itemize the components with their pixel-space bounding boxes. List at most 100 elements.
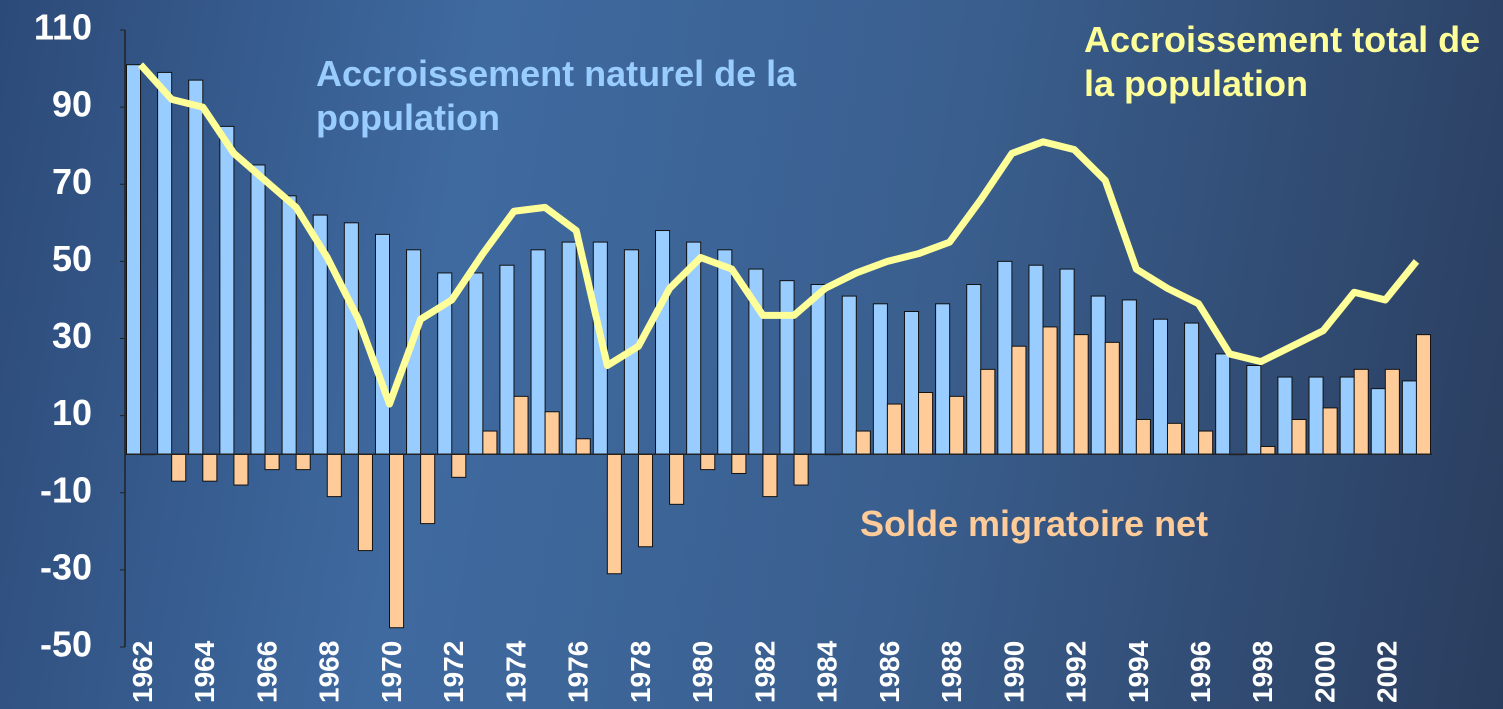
bar xyxy=(967,285,981,455)
bar xyxy=(390,454,404,628)
bar xyxy=(1153,319,1167,454)
bar xyxy=(375,234,389,454)
bar xyxy=(1105,342,1119,454)
bar xyxy=(1185,323,1199,454)
bar xyxy=(158,72,172,454)
bar xyxy=(701,454,715,469)
bar xyxy=(344,223,358,454)
bar xyxy=(251,165,265,454)
bar xyxy=(670,454,684,504)
bar xyxy=(452,454,466,477)
y-tick-label: -50 xyxy=(40,624,92,665)
bar xyxy=(1261,446,1275,454)
bar xyxy=(873,304,887,454)
x-tick-label: 1982 xyxy=(749,641,780,703)
bar xyxy=(469,273,483,454)
bar xyxy=(842,296,856,454)
bar xyxy=(887,404,901,454)
bar xyxy=(296,454,310,469)
bar xyxy=(1074,335,1088,455)
bar xyxy=(1216,354,1230,454)
y-tick-label: 30 xyxy=(52,315,92,356)
bar xyxy=(1340,377,1354,454)
y-tick-label: 90 xyxy=(52,84,92,125)
bar xyxy=(780,281,794,455)
bar xyxy=(1012,346,1026,454)
x-tick-label: 1970 xyxy=(376,641,407,703)
bar xyxy=(1371,389,1385,455)
x-tick-label: 1966 xyxy=(251,641,282,703)
x-tick-label: 1994 xyxy=(1123,640,1154,703)
bar xyxy=(1354,369,1368,454)
x-tick-label: 1998 xyxy=(1247,641,1278,703)
x-tick-label: 1962 xyxy=(127,641,158,703)
bar xyxy=(998,261,1012,454)
bar xyxy=(856,431,870,454)
y-tick-label: 10 xyxy=(52,392,92,433)
x-tick-label: 1984 xyxy=(812,640,843,703)
bar xyxy=(1136,419,1150,454)
x-tick-label: 1964 xyxy=(189,640,220,703)
y-tick-label: -10 xyxy=(40,469,92,510)
bar xyxy=(981,369,995,454)
x-tick-label: 1990 xyxy=(998,641,1029,703)
bar xyxy=(1043,327,1057,454)
bar xyxy=(763,454,777,496)
bar xyxy=(545,412,559,454)
y-tick-label: -30 xyxy=(40,546,92,587)
bar xyxy=(1122,300,1136,454)
bar xyxy=(220,126,234,454)
bar xyxy=(483,431,497,454)
bar xyxy=(1292,419,1306,454)
x-tick-label: 1986 xyxy=(874,641,905,703)
bar xyxy=(1167,423,1181,454)
bar xyxy=(638,454,652,547)
page: -50-30-101030507090110196219641966196819… xyxy=(0,0,1503,709)
bar xyxy=(1278,377,1292,454)
bar xyxy=(203,454,217,481)
bar xyxy=(1323,408,1337,454)
bar xyxy=(421,454,435,523)
bar xyxy=(531,250,545,454)
bar xyxy=(265,454,279,469)
bar xyxy=(1029,265,1043,454)
series-label: Solde migratoire net xyxy=(860,502,1300,546)
x-tick-label: 1988 xyxy=(936,641,967,703)
series-label: Accroissement total de la population xyxy=(1084,18,1494,106)
bar xyxy=(1385,369,1399,454)
bar xyxy=(234,454,248,485)
x-tick-label: 1974 xyxy=(500,640,531,703)
bar xyxy=(1060,269,1074,454)
bar xyxy=(576,439,590,454)
bar xyxy=(936,304,950,454)
bar xyxy=(919,392,933,454)
y-tick-label: 70 xyxy=(52,161,92,202)
x-tick-label: 1992 xyxy=(1061,641,1092,703)
x-tick-label: 2002 xyxy=(1372,641,1403,703)
bar xyxy=(189,80,203,454)
series-label: Accroissement naturel de la population xyxy=(316,52,856,140)
bar xyxy=(1416,335,1430,455)
bar xyxy=(1199,431,1213,454)
x-tick-label: 2000 xyxy=(1309,641,1340,703)
bar xyxy=(732,454,746,473)
bar xyxy=(950,396,964,454)
x-tick-label: 1972 xyxy=(438,641,469,703)
bar xyxy=(718,250,732,454)
bar xyxy=(1247,365,1261,454)
bar xyxy=(1309,377,1323,454)
bar xyxy=(1091,296,1105,454)
bar xyxy=(500,265,514,454)
x-tick-label: 1968 xyxy=(314,641,345,703)
bar xyxy=(811,285,825,455)
y-tick-label: 50 xyxy=(52,238,92,279)
bar xyxy=(904,312,918,455)
bar xyxy=(282,196,296,454)
bar xyxy=(127,65,141,454)
bar xyxy=(656,231,670,455)
x-tick-label: 1978 xyxy=(625,641,656,703)
bar xyxy=(358,454,372,550)
x-tick-label: 1976 xyxy=(563,641,594,703)
bar xyxy=(562,242,576,454)
x-tick-label: 1980 xyxy=(687,641,718,703)
